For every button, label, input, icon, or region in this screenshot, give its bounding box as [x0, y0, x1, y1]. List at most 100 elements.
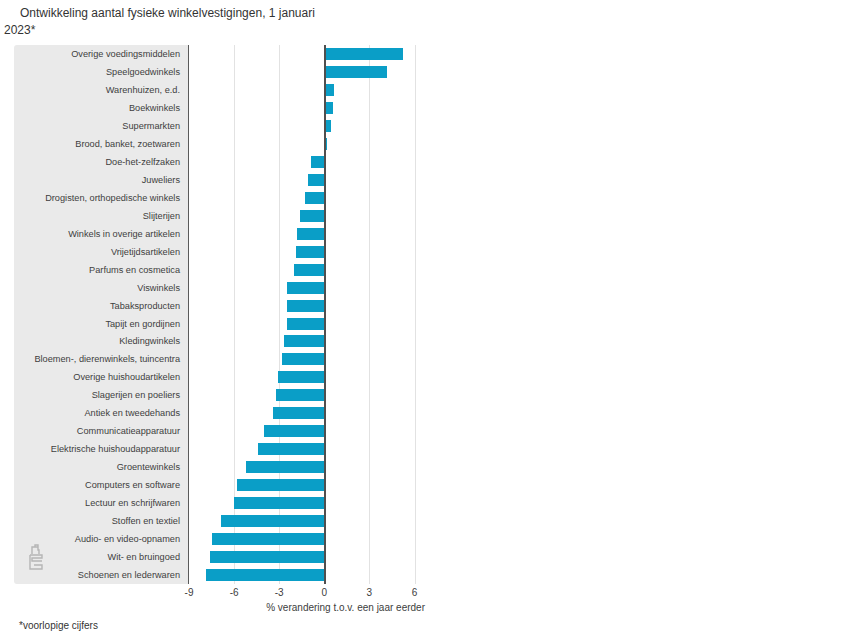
category-label: Groentewinkels	[14, 458, 188, 476]
x-tick-label: 6	[412, 587, 418, 598]
bar	[325, 48, 403, 60]
category-label: Computers en software	[14, 476, 188, 494]
bar-row	[189, 261, 437, 279]
bar-row	[189, 315, 437, 333]
category-label: Tapijt en gordijnen	[14, 315, 188, 333]
bar	[237, 479, 324, 491]
chart-title: Ontwikkeling aantal fysieke winkelvestig…	[4, 5, 368, 38]
bar-row	[189, 476, 437, 494]
footnote: *voorlopige cijfers	[19, 620, 98, 631]
x-tick-label: -6	[230, 587, 239, 598]
bar-row	[189, 422, 437, 440]
bar-row	[189, 333, 437, 351]
bar-row	[189, 494, 437, 512]
category-label-panel: Overige voedingsmiddelenSpeelgoedwinkels…	[14, 45, 189, 584]
bar	[325, 120, 331, 132]
bar-row	[189, 117, 437, 135]
bar-row	[189, 135, 437, 153]
bar	[308, 174, 325, 186]
bar	[325, 102, 333, 114]
bar-series	[189, 45, 437, 584]
bar-row	[189, 368, 437, 386]
bar	[287, 318, 325, 330]
bar-row	[189, 566, 437, 584]
bar-row	[189, 279, 437, 297]
bar-row	[189, 458, 437, 476]
category-label: Juweliers	[14, 171, 188, 189]
x-axis-title: % verandering t.o.v. een jaar eerder	[266, 602, 425, 613]
category-label: Warenhuizen, e.d.	[14, 81, 188, 99]
bar-row	[189, 45, 437, 63]
category-label: Slijterijen	[14, 207, 188, 225]
x-tick-label: -9	[185, 587, 194, 598]
bar	[296, 246, 325, 258]
bar	[276, 389, 324, 401]
plot-area	[189, 45, 437, 584]
bar-row	[189, 548, 437, 566]
bar	[287, 300, 325, 312]
category-label: Bloemen-, dierenwinkels, tuincentra	[14, 350, 188, 368]
bar	[206, 569, 325, 581]
x-tick-label: 0	[322, 587, 328, 598]
category-label: Elektrische huishoudapparatuur	[14, 440, 188, 458]
category-label: Tabaksproducten	[14, 297, 188, 315]
category-label: Boekwinkels	[14, 99, 188, 117]
bar	[234, 497, 324, 509]
category-labels: Overige voedingsmiddelenSpeelgoedwinkels…	[14, 45, 188, 584]
bar	[305, 192, 325, 204]
category-label: Communicatieapparatuur	[14, 422, 188, 440]
bar	[284, 335, 325, 347]
bar	[246, 461, 324, 473]
category-label: Winkels in overige artikelen	[14, 225, 188, 243]
bar-row	[189, 153, 437, 171]
bar	[311, 156, 325, 168]
bar-row	[189, 99, 437, 117]
zero-axis-line	[324, 45, 326, 584]
bar-row	[189, 440, 437, 458]
bar-row	[189, 207, 437, 225]
cbs-logo-icon	[27, 544, 45, 575]
category-label: Overige huishoudartikelen	[14, 368, 188, 386]
bar-row	[189, 225, 437, 243]
category-label: Drogisten, orthopedische winkels	[14, 189, 188, 207]
bar-row	[189, 297, 437, 315]
category-label: Slagerijen en poeliers	[14, 386, 188, 404]
bar-row	[189, 189, 437, 207]
bar	[282, 353, 324, 365]
bar-row	[189, 512, 437, 530]
bar	[325, 84, 334, 96]
category-label: Stoffen en textiel	[14, 512, 188, 530]
x-tick-label: 3	[367, 587, 373, 598]
bar	[221, 515, 325, 527]
bar-row	[189, 243, 437, 261]
bar	[300, 210, 324, 222]
bar-row	[189, 81, 437, 99]
bar	[264, 425, 324, 437]
bar-row	[189, 386, 437, 404]
category-label: Viswinkels	[14, 279, 188, 297]
category-label: Speelgoedwinkels	[14, 63, 188, 81]
bar-row	[189, 530, 437, 548]
bar	[210, 551, 324, 563]
category-label: Vrijetijdsartikelen	[14, 243, 188, 261]
category-label: Supermarkten	[14, 117, 188, 135]
category-label: Kledingwinkels	[14, 333, 188, 351]
category-label: Overige voedingsmiddelen	[14, 45, 188, 63]
bar	[258, 443, 324, 455]
bar	[325, 66, 387, 78]
page-root: Ontwikkeling aantal fysieke winkelvestig…	[0, 0, 868, 642]
bar-row	[189, 63, 437, 81]
bar-row	[189, 350, 437, 368]
category-label: Brood, banket, zoetwaren	[14, 135, 188, 153]
chart-title-line-2: 2023*	[4, 22, 368, 39]
category-label: Lectuur en schrijfwaren	[14, 494, 188, 512]
x-tick-label: -3	[275, 587, 284, 598]
category-label: Parfums en cosmetica	[14, 261, 188, 279]
category-label: Doe-het-zelfzaken	[14, 153, 188, 171]
bar-row	[189, 404, 437, 422]
bar-row	[189, 171, 437, 189]
category-label: Antiek en tweedehands	[14, 404, 188, 422]
bar	[297, 228, 324, 240]
bar	[212, 533, 325, 545]
bar	[273, 407, 324, 419]
